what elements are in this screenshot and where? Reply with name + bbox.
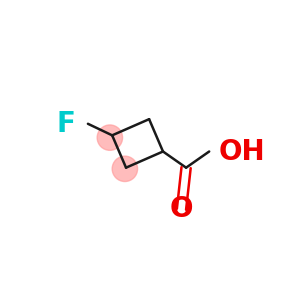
Text: OH: OH xyxy=(218,137,265,166)
Circle shape xyxy=(97,125,123,150)
Circle shape xyxy=(112,156,138,182)
Text: F: F xyxy=(56,110,75,138)
Text: O: O xyxy=(170,195,193,223)
